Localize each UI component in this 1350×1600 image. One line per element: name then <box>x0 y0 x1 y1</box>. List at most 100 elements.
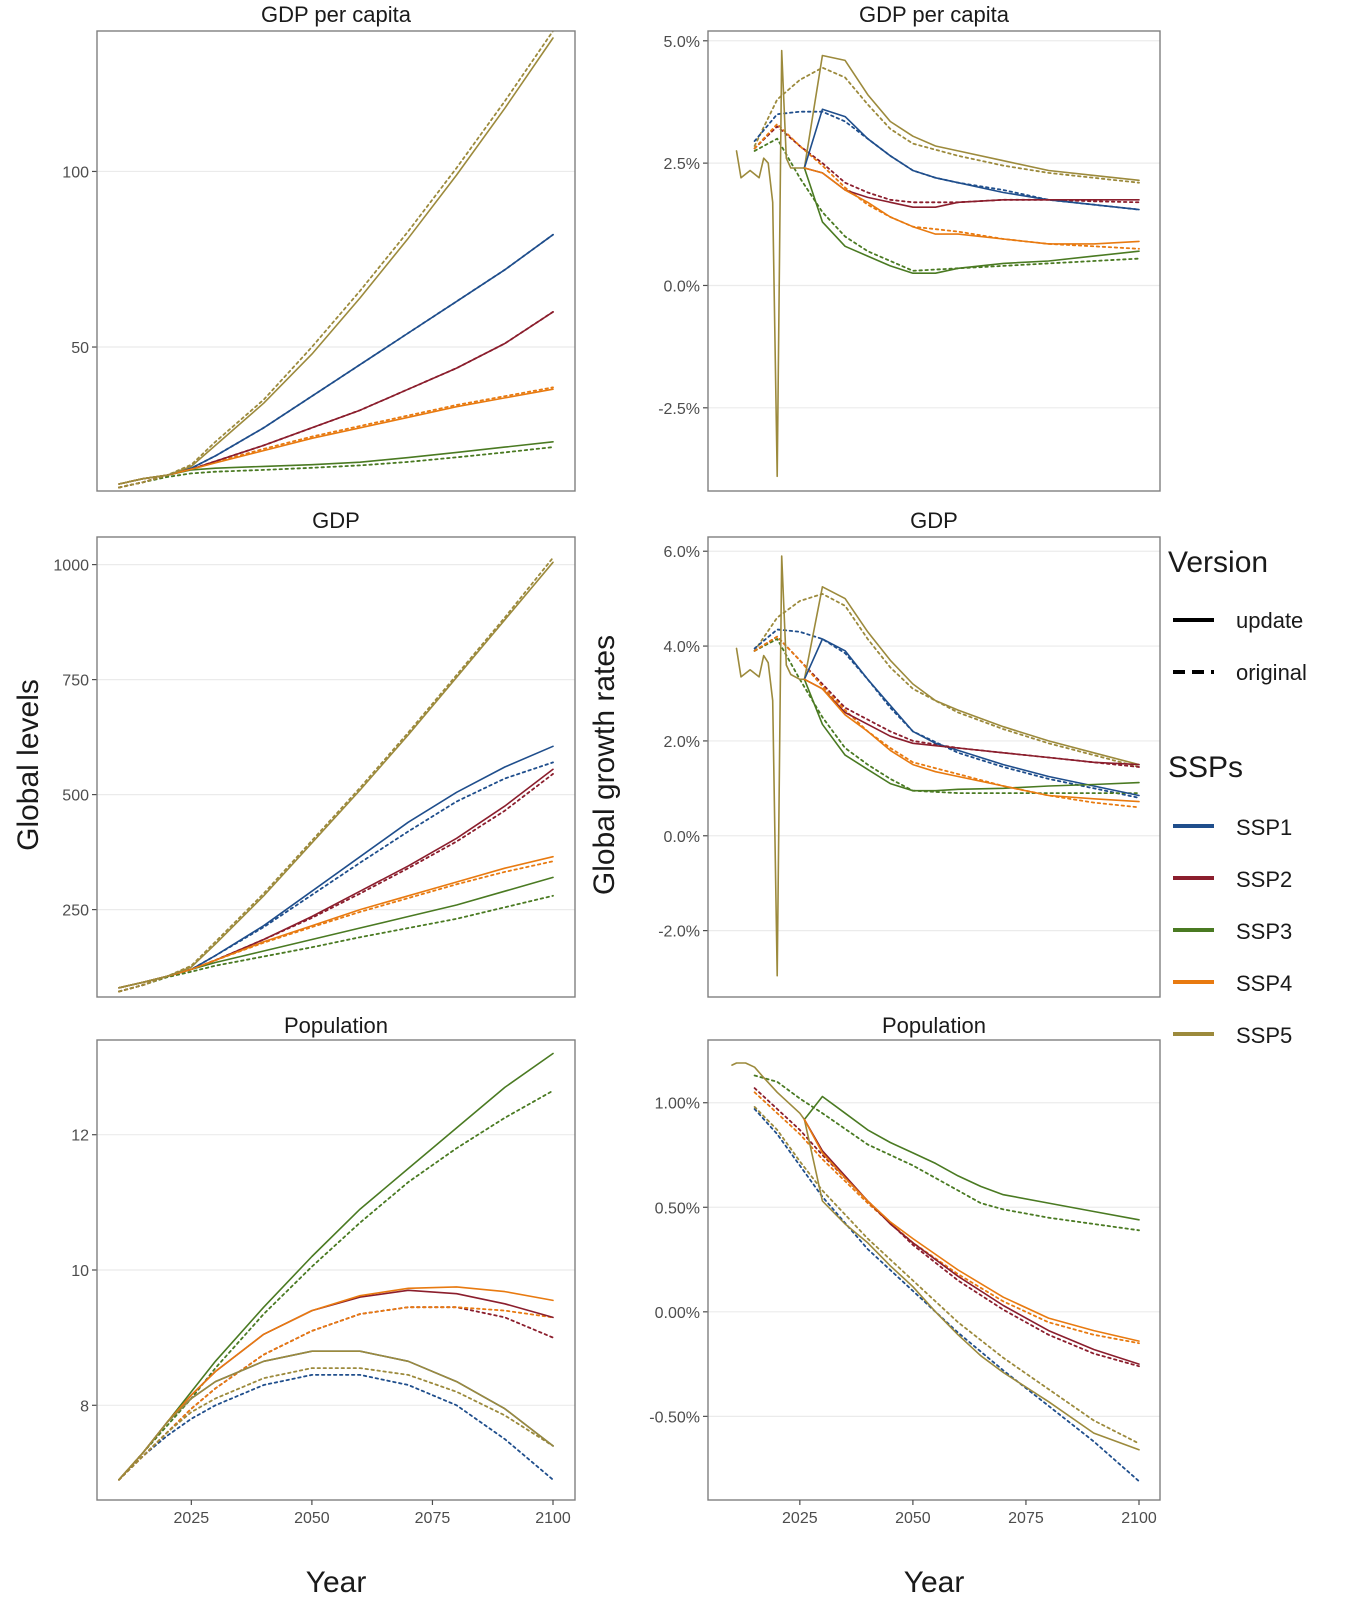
x-tick-label: 2050 <box>895 1510 931 1527</box>
panel-frame <box>96 1039 576 1501</box>
y-axis-title-growth: Global growth rates <box>588 635 621 895</box>
legend-label-ssp2: SSP2 <box>1236 867 1292 892</box>
y-tick-label: 1.00% <box>655 1096 700 1113</box>
panel-title: GDP <box>312 508 360 533</box>
panel-pop-level: Population 8 10 12 2025 2050 2075 2100 <box>71 1013 576 1527</box>
y-tick-label: 8 <box>80 1398 89 1415</box>
series-ssp1-original <box>753 1108 1140 1483</box>
legend-ssp-items: SSP1 SSP2 SSP3 SSP4 SSP5 <box>1173 815 1292 1048</box>
legend-label-ssp3: SSP3 <box>1236 919 1292 944</box>
y-tick-label: 5.0% <box>664 34 700 51</box>
y-tick-label: 12 <box>71 1128 89 1145</box>
series-group <box>731 1062 1140 1483</box>
y-tick-label: 0.50% <box>655 1200 700 1217</box>
series-ssp5-original <box>753 593 1140 768</box>
series-ssp5-update <box>735 555 1140 977</box>
series-ssp3-original <box>118 1089 554 1481</box>
panel-frame <box>96 30 576 492</box>
panel-gdp-growth: GDP -2.0% 0.0% 2.0% 4.0% 6.0% <box>658 508 1161 998</box>
panel-gdppc-level: GDP per capita 50 100 <box>62 2 576 492</box>
series-group <box>735 49 1140 478</box>
y-tick-label: 4.0% <box>664 639 700 656</box>
y-tick-label: 10 <box>71 1263 89 1280</box>
series-ssp5-original <box>753 1106 1140 1445</box>
panel-frame <box>707 30 1161 492</box>
series-ssp5-original <box>118 1367 554 1481</box>
x-tick-label: 2075 <box>415 1510 451 1527</box>
series-ssp4-original <box>753 635 1140 809</box>
series-ssp2-update <box>118 311 554 485</box>
legend-label-original: original <box>1236 660 1307 685</box>
y-tick-label: 750 <box>62 673 89 690</box>
y-tick-label: 1000 <box>53 558 89 575</box>
y-tick-label: -2.5% <box>658 401 700 418</box>
series-ssp3-original <box>118 894 554 993</box>
series-group <box>118 556 554 993</box>
series-ssp3-original <box>753 1074 1140 1232</box>
y-axis-title-levels: Global levels <box>12 679 45 851</box>
panel-title: Population <box>882 1013 986 1038</box>
series-ssp3-update <box>803 678 1140 792</box>
legend-label-update: update <box>1236 608 1303 633</box>
y-tick-label: 2.5% <box>664 156 700 173</box>
legend-label-ssp1: SSP1 <box>1236 815 1292 840</box>
y-tick-label: 0.00% <box>655 1305 700 1322</box>
legend-label-ssp4: SSP4 <box>1236 971 1292 996</box>
y-tick-label: -0.50% <box>649 1409 700 1426</box>
series-ssp1-update <box>803 108 1140 211</box>
y-tick-label: 0.0% <box>664 278 700 295</box>
x-axis-title-levels: Year <box>306 1566 367 1599</box>
series-ssp4-original <box>118 860 554 993</box>
series-ssp4-original <box>118 1306 554 1481</box>
y-tick-label: 0.0% <box>664 829 700 846</box>
series-ssp3-original <box>118 446 554 489</box>
series-ssp5-original <box>118 31 554 489</box>
panel-title: Population <box>284 1013 388 1038</box>
panel-gdppc-growth: GDP per capita -2.5% 0.0% 2.5% 5.0% <box>658 2 1161 492</box>
panel-frame <box>96 536 576 998</box>
series-ssp2-original <box>753 1087 1140 1368</box>
x-tick-label: 2050 <box>294 1510 330 1527</box>
series-ssp4-update <box>118 1286 554 1481</box>
series-ssp1-update <box>118 233 554 485</box>
series-group <box>118 31 554 489</box>
series-ssp2-original <box>118 1306 554 1481</box>
series-ssp1-original <box>118 761 554 993</box>
legend-item-ssp1: SSP1 <box>1173 815 1292 840</box>
panel-frame <box>707 1039 1161 1501</box>
panels-layer: GDP per capita 50 100 GDP per capita -2.5% 0.… <box>53 2 1161 1527</box>
series-ssp1-original <box>753 628 1140 799</box>
series-ssp4-original <box>753 1091 1140 1345</box>
y-tick-label: -2.0% <box>658 924 700 941</box>
series-ssp5-update <box>118 1350 554 1481</box>
panel-title: GDP per capita <box>859 2 1010 27</box>
y-tick-label: 50 <box>71 340 89 357</box>
panel-frame <box>707 536 1161 998</box>
series-ssp5-update <box>731 1062 1140 1451</box>
series-ssp4-original <box>118 386 554 489</box>
legend-item-ssp3: SSP3 <box>1173 919 1292 944</box>
series-ssp5-update <box>118 561 554 989</box>
panel-title: GDP per capita <box>261 2 412 27</box>
series-ssp2-update <box>803 678 1140 766</box>
x-tick-label: 2075 <box>1008 1510 1044 1527</box>
series-group <box>118 1052 554 1481</box>
series-ssp5-update <box>118 37 554 485</box>
series-ssp1-update <box>803 638 1140 797</box>
series-ssp4-update <box>803 167 1140 245</box>
series-ssp5-update <box>735 49 1140 478</box>
y-tick-label: 500 <box>62 788 89 805</box>
series-ssp2-update <box>803 1118 1140 1365</box>
panel-gdp-level: GDP 250 500 750 1000 <box>53 508 576 998</box>
y-tick-label: 250 <box>62 903 89 920</box>
series-ssp1-update <box>118 745 554 989</box>
x-tick-label: 2100 <box>535 1510 571 1527</box>
series-ssp3-update <box>118 441 554 485</box>
legend-item-ssp2: SSP2 <box>1173 867 1292 892</box>
series-group <box>735 555 1140 977</box>
y-tick-label: 6.0% <box>664 544 700 561</box>
series-ssp3-update <box>803 1095 1140 1221</box>
series-ssp5-original <box>118 556 554 993</box>
series-ssp3-original <box>753 137 1140 272</box>
